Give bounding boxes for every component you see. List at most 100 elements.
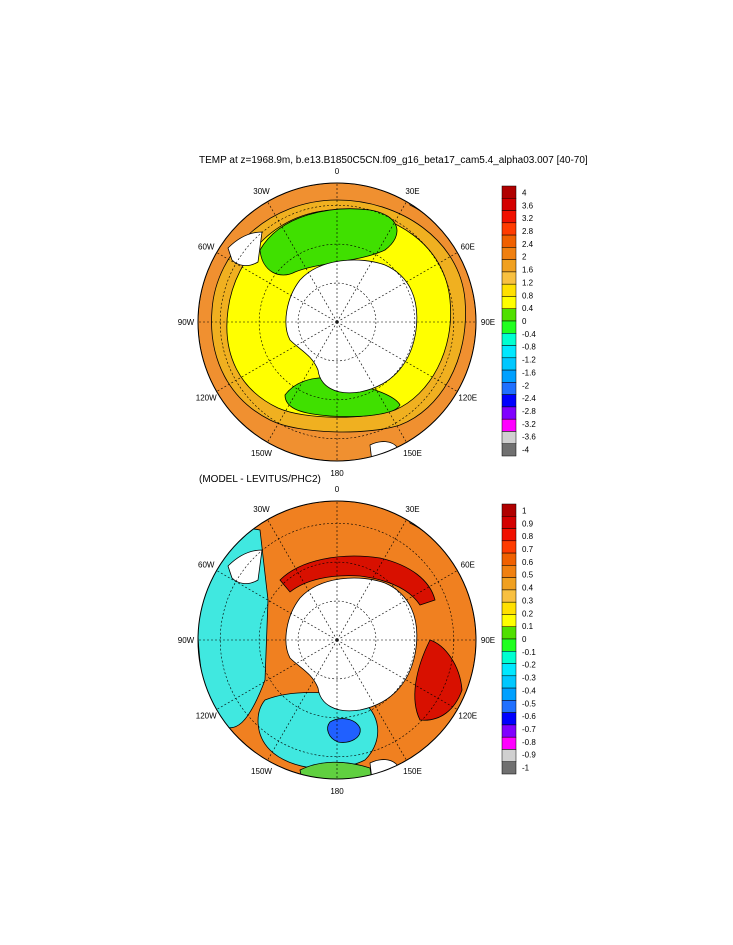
- colorbar-label: -0.8: [522, 343, 536, 352]
- main-title: TEMP at z=1968.9m, b.e13.B1850C5CN.f09_g…: [199, 155, 588, 166]
- colorbar-label: 0.4: [522, 304, 534, 313]
- colorbar-swatch: [501, 552, 517, 566]
- colorbar-label: -0.7: [522, 725, 536, 734]
- meridian-line: [267, 201, 338, 323]
- colorbar-swatch: [501, 247, 517, 260]
- colorbar-label: -0.1: [522, 648, 536, 657]
- colorbar-label: 0.7: [522, 545, 534, 554]
- bottom-new-zealand-land: [369, 759, 399, 779]
- colorbar-swatch: [501, 638, 517, 652]
- meridian-line: [267, 321, 338, 443]
- bottom-blue-anomaly: [327, 718, 361, 743]
- longitude-label: 150E: [403, 767, 422, 776]
- top-new-zealand-land: [369, 441, 399, 461]
- meridian-line: [336, 321, 458, 392]
- meridian-line: [336, 321, 407, 443]
- colorbar-label: 0.1: [522, 622, 534, 631]
- colorbar-label: -1: [522, 764, 530, 773]
- longitude-label: 0: [335, 167, 340, 176]
- colorbar-swatch: [501, 589, 517, 603]
- bottom-longitude-labels: 0 30E 60E 90E 120E 150E 180 150W 120W 90W 60W 30W: [178, 485, 495, 796]
- colorbar-label: 2.4: [522, 240, 534, 249]
- longitude-label: 150W: [251, 767, 272, 776]
- colorbar-swatch: [501, 516, 517, 529]
- longitude-label: 90E: [481, 318, 495, 327]
- difference-subtitle: (MODEL - LEVITUS/PHC2): [199, 474, 321, 485]
- longitude-label: 60W: [198, 243, 215, 252]
- meridian-line: [336, 639, 458, 710]
- colorbar-swatch: [501, 333, 517, 346]
- longitude-label: 120E: [458, 394, 477, 403]
- colorbar-swatch: [501, 749, 517, 762]
- colorbar-label: 3.6: [522, 201, 534, 210]
- bottom-difference-map: 0 30E 60E 90E 120E 150E 180 150W 120W 90W 60W 30W: [178, 485, 495, 796]
- colorbar-swatch: [501, 369, 517, 383]
- colorbar-swatch: [501, 651, 517, 664]
- longitude-label: 60W: [198, 561, 215, 570]
- colorbar-label: -2.8: [522, 407, 536, 416]
- colorbar-label: -3.2: [522, 420, 536, 429]
- colorbar-swatch: [501, 357, 517, 371]
- colorbar-swatch: [501, 626, 517, 640]
- top-graticule: [198, 183, 476, 461]
- longitude-label: 90W: [178, 318, 195, 327]
- colorbar-label: -0.8: [522, 738, 536, 747]
- bottom-red-east-region: [414, 639, 463, 721]
- longitude-label: 120W: [196, 394, 217, 403]
- colorbar-swatch: [501, 394, 517, 408]
- longitude-label: 150E: [403, 449, 422, 458]
- colorbar-label: -4: [522, 446, 530, 455]
- meridian-line: [336, 519, 407, 641]
- colorbar-label: 1.6: [522, 266, 534, 275]
- longitude-label: 180: [330, 787, 344, 796]
- longitude-label: 120E: [458, 712, 477, 721]
- longitude-label: 120W: [196, 712, 217, 721]
- colorbar-swatch: [501, 283, 517, 297]
- colorbar-label: 0.8: [522, 532, 534, 541]
- bottom-red-ring: [279, 555, 436, 606]
- meridian-line: [216, 252, 338, 323]
- longitude-label: 0: [335, 485, 340, 494]
- colorbar-label: 0.6: [522, 558, 534, 567]
- colorbar-label: 0.8: [522, 291, 534, 300]
- colorbar-swatch: [501, 528, 517, 542]
- colorbar-swatch: [501, 185, 517, 199]
- longitude-label: 150W: [251, 449, 272, 458]
- top-temperature-map: 0 30E 60E 90E 120E 150E 180 150W 120W 90W 60W 30W: [178, 167, 495, 478]
- meridian-line: [336, 201, 407, 323]
- colorbar-label: -0.6: [522, 712, 536, 721]
- longitude-label: 30E: [405, 187, 419, 196]
- colorbar-swatch: [501, 431, 517, 444]
- bottom-antarctica-land: [285, 577, 418, 712]
- bottom-colorbar: 1 0.9 0.8 0.7 0.6 0.5 0.4 0.3 0.2 0.1 0 -0.1 -0.2 -0.…: [501, 503, 536, 775]
- colorbar-label: 1.2: [522, 278, 534, 287]
- colorbar-label: -2.4: [522, 394, 536, 403]
- colorbar-label: 1: [522, 506, 527, 515]
- top-colorbar: 4 3.6 3.2 2.8 2.4 2 1.6 1.2 0.8 0.4 0 -0.4 -0.8 -1.2 -…: [501, 185, 536, 457]
- latitude-circle: [297, 282, 377, 362]
- colorbar-swatch: [501, 712, 517, 726]
- colorbar-swatch: [501, 540, 517, 554]
- colorbar-swatch: [501, 761, 517, 775]
- colorbar-swatch: [501, 222, 517, 236]
- colorbar-swatch: [501, 382, 517, 395]
- top-antarctica-land: [285, 259, 418, 394]
- colorbar-label: -0.9: [522, 751, 536, 760]
- meridian-line: [336, 639, 407, 761]
- colorbar-swatch: [501, 601, 517, 615]
- colorbar-label: -0.4: [522, 330, 536, 339]
- colorbar-swatch: [501, 210, 517, 224]
- colorbar-swatch: [501, 198, 517, 211]
- colorbar-label: -0.3: [522, 674, 536, 683]
- meridian-line: [336, 252, 458, 323]
- colorbar-swatch: [501, 296, 517, 309]
- colorbar-label: 0: [522, 317, 527, 326]
- colorbar-swatch: [501, 345, 517, 359]
- colorbar-label: -0.2: [522, 661, 536, 670]
- colorbar-swatch: [501, 565, 517, 578]
- longitude-label: 30E: [405, 505, 419, 514]
- colorbar-swatch: [501, 320, 517, 334]
- colorbar-swatch: [501, 724, 517, 738]
- meridian-line: [267, 639, 338, 761]
